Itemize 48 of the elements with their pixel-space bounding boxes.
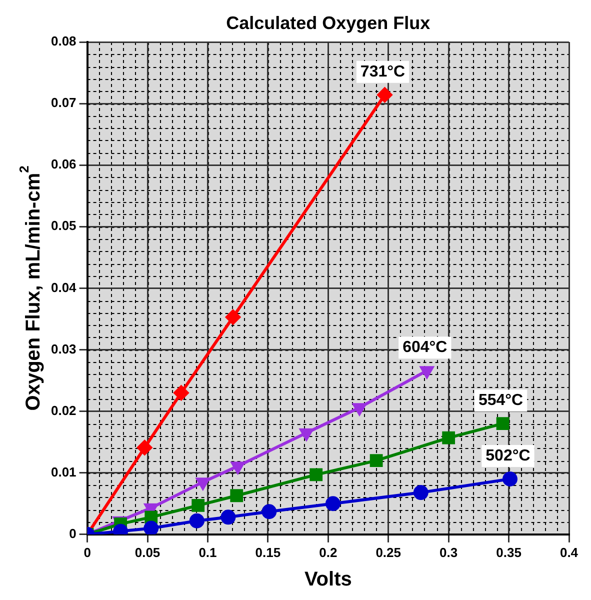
- point: [189, 513, 204, 528]
- series-label: 554°C: [478, 392, 524, 410]
- point: [377, 87, 392, 102]
- point: [300, 428, 314, 440]
- point: [413, 485, 428, 500]
- x-tick-label: 0.3: [440, 544, 458, 560]
- x-tick-label: 0.2: [319, 544, 338, 560]
- x-tick-label: 0: [84, 544, 91, 560]
- y-tick-label: 0.05: [50, 218, 76, 234]
- x-tick-label: 0.15: [255, 544, 281, 560]
- y-tick-label: 0.01: [50, 464, 76, 480]
- x-tick-label: 0.05: [134, 544, 160, 560]
- y-tick-label: 0.04: [50, 280, 78, 295]
- point: [192, 499, 205, 512]
- y-tick-label: 0.02: [50, 402, 76, 418]
- series-label: 604°C: [402, 339, 448, 356]
- y-axis-title: Oxygen Flux, mL/min-cm2: [16, 166, 45, 411]
- point: [230, 489, 244, 502]
- y-tick-label: 0.07: [50, 95, 76, 110]
- point: [196, 478, 210, 490]
- y-tick-label: 0.06: [50, 156, 76, 172]
- point: [325, 496, 340, 512]
- x-tick-label: 0.4: [560, 544, 579, 560]
- point: [262, 504, 277, 520]
- point: [310, 468, 323, 482]
- y-tick-label: 0.08: [50, 34, 76, 49]
- point: [144, 520, 159, 534]
- point: [226, 310, 241, 325]
- x-tick-label: 0.35: [496, 544, 522, 560]
- point: [352, 403, 366, 416]
- series-label: 502°C: [486, 447, 531, 464]
- point: [442, 431, 456, 444]
- x-axis-title: Volts: [304, 568, 352, 591]
- point: [220, 510, 236, 525]
- point: [231, 462, 245, 474]
- y-tick-label: 0.03: [50, 341, 76, 356]
- point: [370, 454, 383, 467]
- point: [496, 417, 510, 430]
- chart-title: Calculated Oxygen Flux: [226, 12, 430, 33]
- point: [174, 385, 189, 400]
- y-tick-label: 0: [69, 526, 76, 541]
- x-tick-label: 0.1: [198, 544, 217, 560]
- point: [144, 510, 158, 524]
- point: [137, 440, 152, 456]
- x-tick-label: 0.25: [376, 544, 402, 560]
- series-label: 731°C: [360, 63, 406, 80]
- point: [420, 366, 434, 378]
- point: [502, 472, 518, 487]
